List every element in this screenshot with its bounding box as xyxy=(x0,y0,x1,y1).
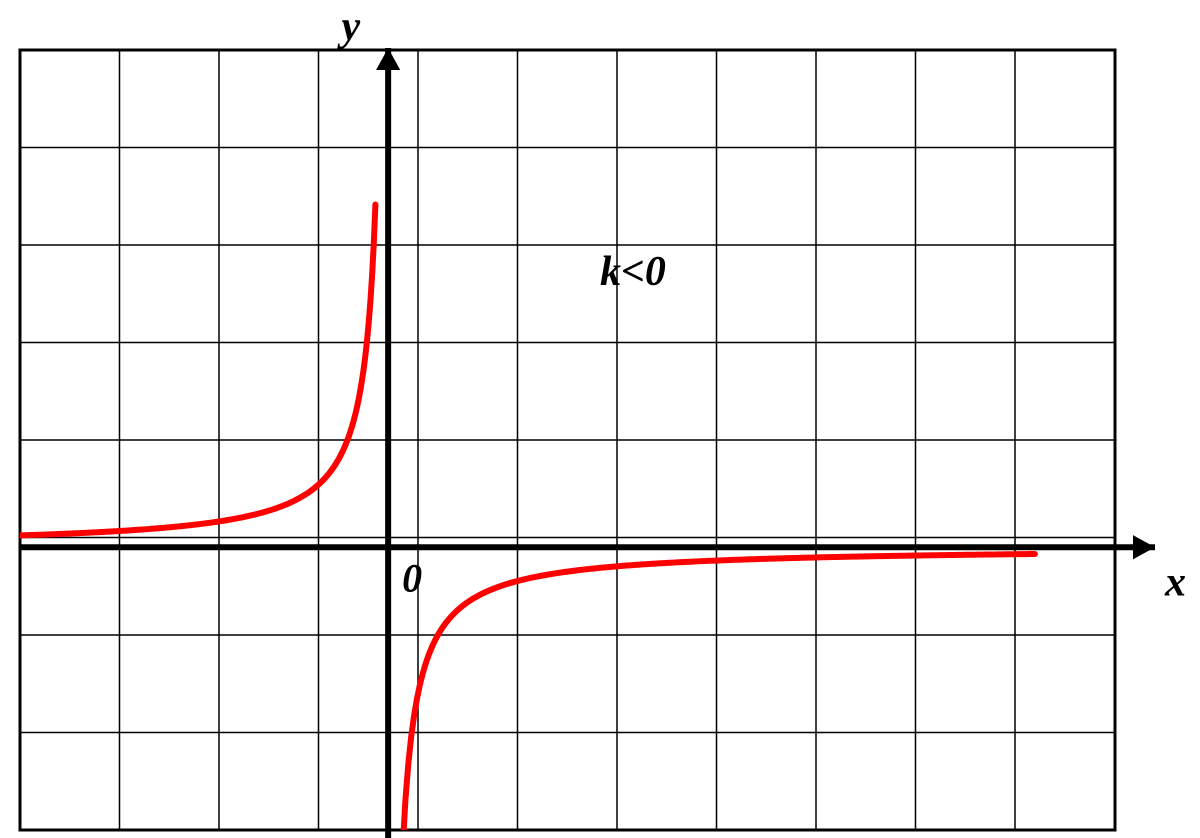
origin-label: 0 xyxy=(402,555,422,600)
hyperbola-chart: yx0k<0 xyxy=(0,0,1200,838)
annotation-k: k<0 xyxy=(600,249,666,295)
x-axis-label: x xyxy=(1164,559,1186,605)
